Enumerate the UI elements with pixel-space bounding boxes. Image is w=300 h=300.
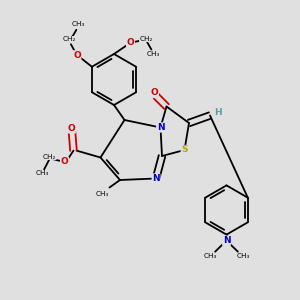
- Text: O: O: [73, 51, 81, 60]
- Text: CH₂: CH₂: [140, 36, 153, 42]
- Text: CH₃: CH₃: [95, 190, 109, 196]
- Text: CH₃: CH₃: [146, 51, 160, 57]
- Text: CH₂: CH₂: [63, 36, 76, 42]
- Text: H: H: [214, 108, 221, 117]
- Text: N: N: [157, 123, 164, 132]
- Text: N: N: [223, 236, 230, 245]
- Text: CH₃: CH₃: [203, 254, 217, 260]
- Text: CH₃: CH₃: [71, 21, 85, 27]
- Text: O: O: [151, 88, 158, 98]
- Text: CH₃: CH₃: [35, 170, 49, 176]
- Text: S: S: [181, 146, 188, 154]
- Text: CH₂: CH₂: [43, 154, 56, 160]
- Text: O: O: [68, 124, 75, 133]
- Text: O: O: [127, 38, 134, 47]
- Text: O: O: [61, 158, 68, 166]
- Text: CH₃: CH₃: [236, 254, 250, 260]
- Text: N: N: [152, 174, 160, 183]
